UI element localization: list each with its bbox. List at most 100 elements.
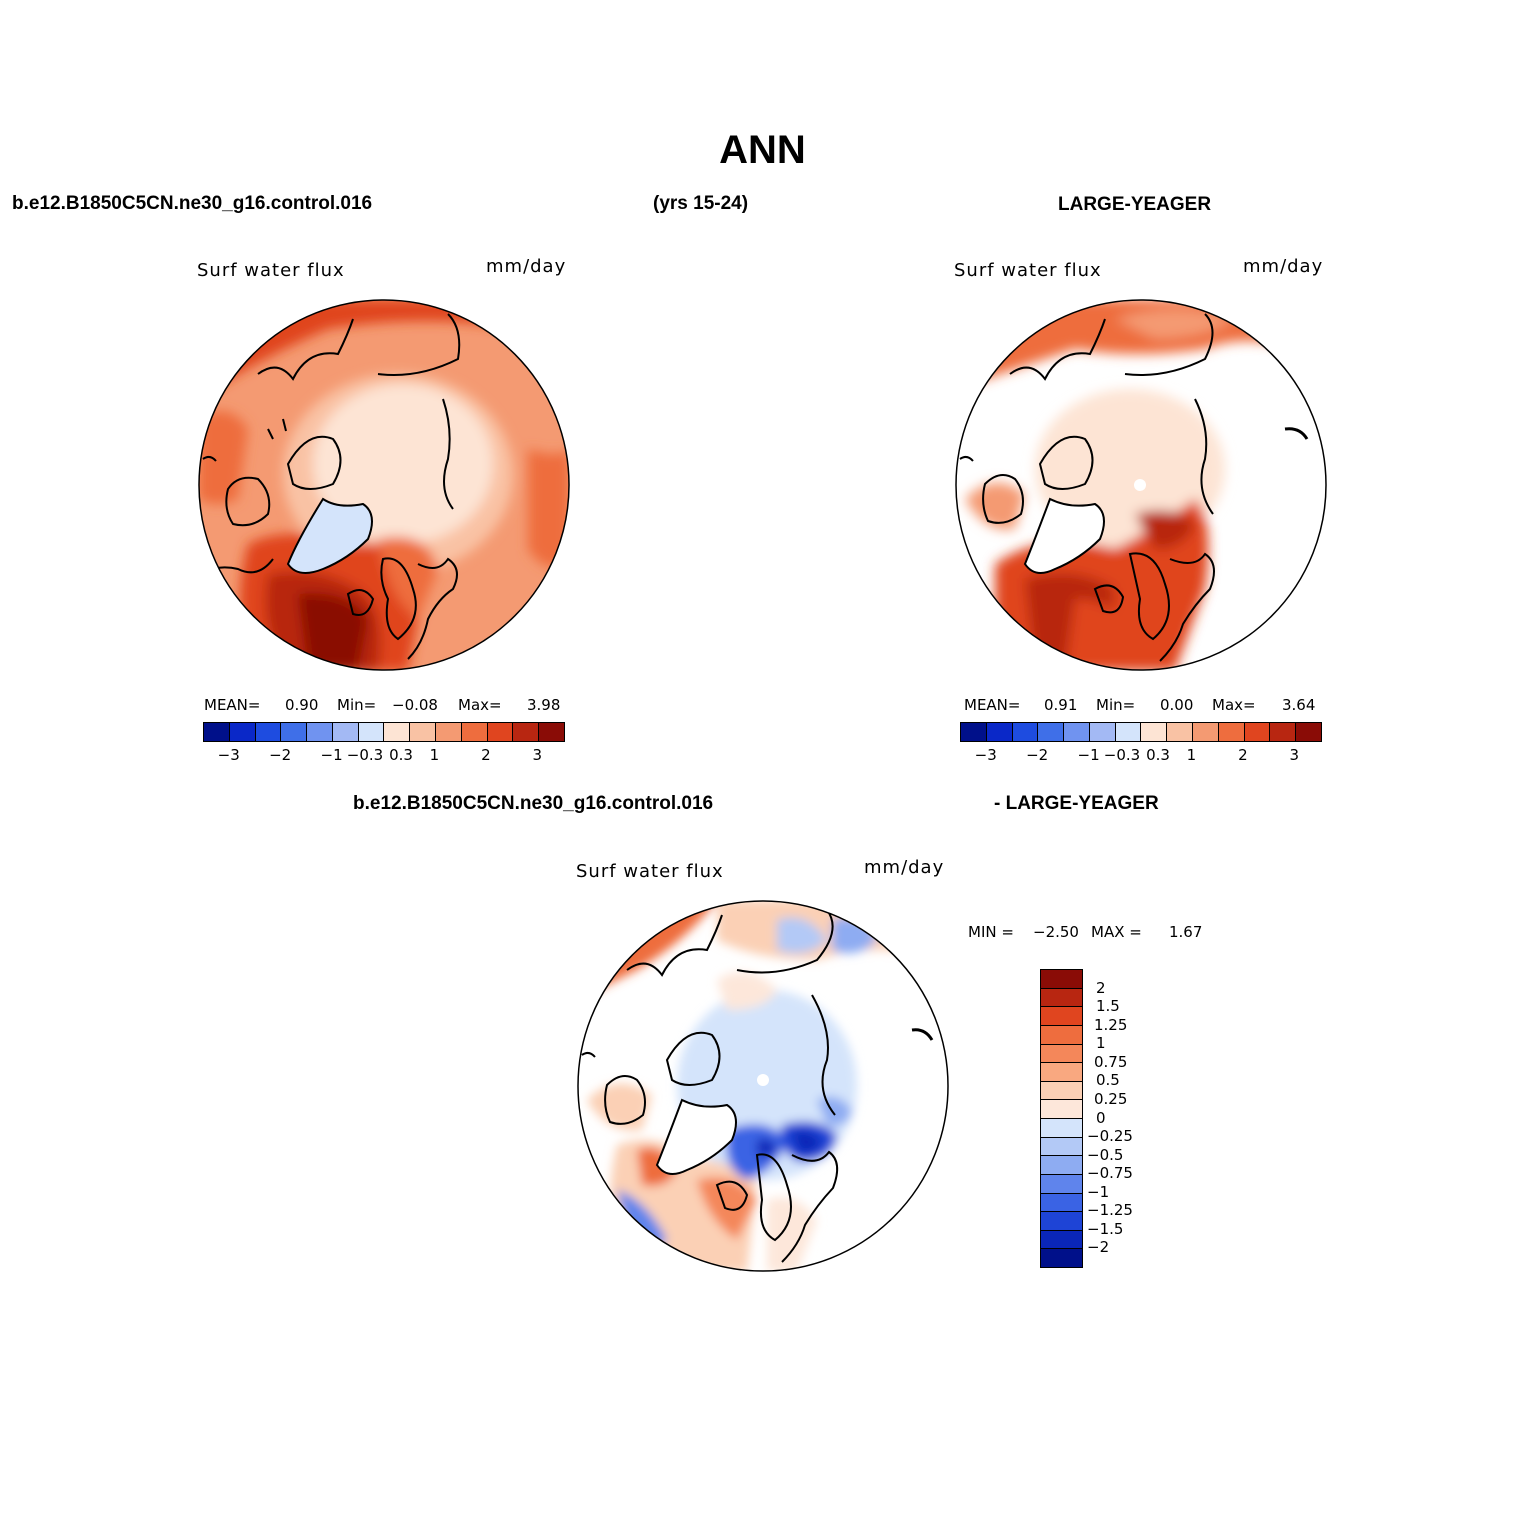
- colorbar-tick-label: −1: [1077, 746, 1100, 764]
- right-min-label: Min=: [1096, 696, 1136, 714]
- colorbar-box: [1270, 723, 1297, 741]
- colorbar-box: [1041, 1044, 1082, 1064]
- colorbar-tick-label: 0.3: [1146, 746, 1170, 764]
- colorbar-box: [1141, 723, 1168, 741]
- colorbar-box: [1041, 1007, 1082, 1026]
- right-variable-title: Surf water flux: [954, 260, 1102, 281]
- colorbar-box: [1041, 1063, 1082, 1082]
- years-label: (yrs 15-24): [653, 193, 749, 214]
- left-colorbar: [203, 722, 565, 742]
- colorbar-box: [1041, 1193, 1082, 1213]
- colorbar-tick-label: 3: [532, 746, 543, 764]
- colorbar-box: [1041, 1081, 1082, 1101]
- colorbar-tick-label: −1.25: [1087, 1201, 1133, 1220]
- colorbar-box: [1218, 723, 1245, 741]
- colorbar-tick-label: −0.3: [346, 746, 384, 764]
- colorbar-tick-label: 2: [1238, 746, 1248, 764]
- colorbar-box: [1041, 1156, 1082, 1175]
- colorbar-box: [1038, 723, 1065, 741]
- colorbar-box: [1041, 1230, 1082, 1250]
- left-variable-title: Surf water flux: [197, 260, 345, 281]
- left-mean-value: 0.90: [285, 696, 319, 714]
- colorbar-tick-label: 3: [1289, 746, 1300, 764]
- colorbar-box: [1041, 1100, 1082, 1119]
- colorbar-box: [436, 723, 462, 741]
- diff-max-value: 1.67: [1169, 923, 1203, 941]
- diff-case-a-title: b.e12.B1850C5CN.ne30_g16.control.016: [353, 793, 714, 814]
- left-units: mm/day: [486, 256, 567, 277]
- right-min-value: 0.00: [1160, 696, 1194, 714]
- colorbar-box: [204, 723, 230, 741]
- colorbar-tick-label: −0.3: [1103, 746, 1141, 764]
- colorbar-box: [1296, 723, 1321, 741]
- right-max-label: Max=: [1212, 696, 1256, 714]
- colorbar-box: [1167, 723, 1194, 741]
- colorbar-box: [1064, 723, 1090, 741]
- colorbar-box: [461, 723, 488, 741]
- left-mean-label: MEAN=: [204, 696, 261, 714]
- colorbar-box: [487, 723, 514, 741]
- colorbar-box: [1089, 723, 1116, 741]
- colorbar-tick-label: −1: [1087, 1182, 1110, 1201]
- colorbar-tick-label: 1.25: [1094, 1015, 1128, 1034]
- colorbar-box: [1041, 970, 1082, 989]
- colorbar-tick-label: 0: [1096, 1108, 1106, 1127]
- colorbar-box: [255, 723, 282, 741]
- colorbar-tick-label: −0.75: [1087, 1164, 1133, 1183]
- colorbar-box: [1012, 723, 1039, 741]
- colorbar-tick-label: −3: [217, 746, 240, 764]
- left-min-label: Min=: [337, 696, 377, 714]
- diff-min-label: MIN =: [968, 923, 1014, 941]
- colorbar-box: [1041, 1212, 1082, 1231]
- colorbar-tick-label: −2: [1087, 1238, 1110, 1257]
- case-b-title: LARGE-YEAGER: [1058, 194, 1212, 215]
- diff-min-value: −2.50: [1033, 923, 1079, 941]
- colorbar-box: [1041, 1137, 1082, 1157]
- right-mean-value: 0.91: [1044, 696, 1078, 714]
- colorbar-tick-label: −1.5: [1087, 1219, 1124, 1238]
- diff-case-b-title: - LARGE-YEAGER: [994, 793, 1159, 814]
- colorbar-box: [539, 723, 564, 741]
- colorbar-box: [229, 723, 256, 741]
- colorbar-box: [1041, 1174, 1082, 1194]
- figure-title: ANN: [719, 128, 806, 172]
- colorbar-box: [1193, 723, 1219, 741]
- diff-units: mm/day: [864, 857, 945, 878]
- left-max-label: Max=: [458, 696, 502, 714]
- colorbar-tick-label: 1: [429, 746, 440, 764]
- diff-polar-map: [577, 900, 949, 1272]
- case-a-title: b.e12.B1850C5CN.ne30_g16.control.016: [12, 193, 373, 214]
- colorbar-box: [513, 723, 540, 741]
- colorbar-box: [1041, 988, 1082, 1008]
- right-polar-map: [955, 299, 1327, 671]
- right-max-value: 3.64: [1282, 696, 1316, 714]
- colorbar-box: [1041, 1249, 1082, 1267]
- colorbar-tick-label: 1: [1186, 746, 1197, 764]
- left-max-value: 3.98: [527, 696, 561, 714]
- colorbar-tick-label: 2: [1096, 978, 1106, 997]
- colorbar-tick-label: −1: [320, 746, 343, 764]
- colorbar-box: [1115, 723, 1142, 741]
- colorbar-tick-label: 0.5: [1096, 1071, 1120, 1090]
- colorbar-tick-label: 0.3: [389, 746, 413, 764]
- colorbar-tick-label: 1.5: [1096, 997, 1120, 1016]
- colorbar-box: [1041, 1025, 1082, 1045]
- left-polar-map: [198, 299, 570, 671]
- colorbar-box: [986, 723, 1013, 741]
- colorbar-box: [307, 723, 333, 741]
- colorbar-tick-label: 1: [1096, 1034, 1106, 1053]
- diff-max-label: MAX =: [1091, 923, 1142, 941]
- right-colorbar: [960, 722, 1322, 742]
- colorbar-box: [1244, 723, 1271, 741]
- colorbar-tick-label: −0.5: [1087, 1145, 1124, 1164]
- diff-colorbar: [1040, 969, 1083, 1268]
- colorbar-box: [1041, 1119, 1082, 1138]
- colorbar-tick-label: −0.25: [1087, 1127, 1133, 1146]
- colorbar-tick-label: 0.75: [1094, 1052, 1128, 1071]
- colorbar-tick-label: 2: [481, 746, 491, 764]
- colorbar-box: [384, 723, 411, 741]
- right-units: mm/day: [1243, 256, 1324, 277]
- colorbar-box: [410, 723, 437, 741]
- colorbar-tick-label: −2: [269, 746, 292, 764]
- colorbar-box: [332, 723, 359, 741]
